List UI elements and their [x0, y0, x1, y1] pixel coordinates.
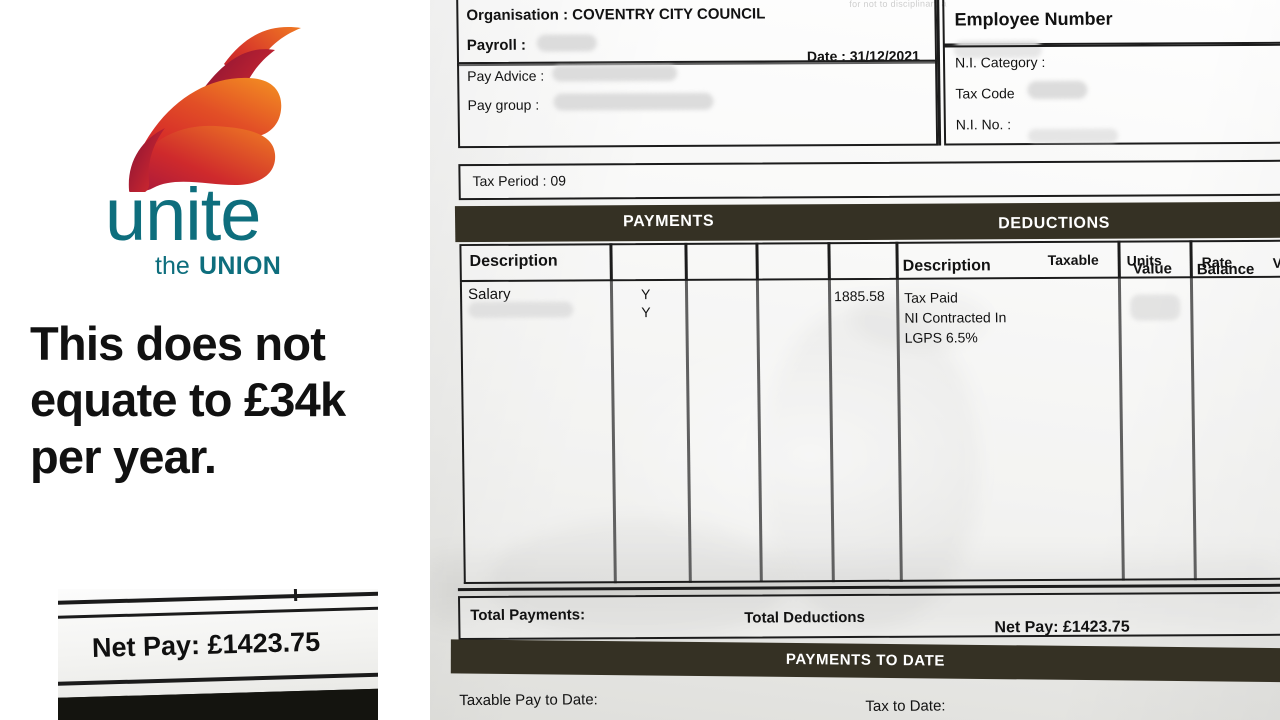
payroll-value-redacted — [536, 34, 597, 52]
unite-the-union-logo: unite the UNION — [103, 22, 333, 282]
tax-period-label: Tax Period : — [472, 172, 551, 190]
deduction-row-1-description: Tax Paid — [904, 289, 958, 306]
total-deductions-label: Total Deductions — [744, 608, 865, 627]
net-pay-closeup-image: Net Pay: £1423.75 — [58, 589, 378, 720]
the-union-wordmark: the UNION — [155, 252, 281, 280]
payroll-label: Payroll : — [466, 36, 527, 55]
net-pay-value: £1423.75 — [1062, 618, 1130, 636]
organisation-label-text: Organisation : — [466, 6, 573, 25]
payslip-content: for not to disciplinary a Organisation :… — [430, 0, 1280, 720]
organisation-label: Organisation : COVENTRY CITY COUNCIL — [466, 5, 765, 24]
headline-line-3: per year. — [30, 429, 217, 483]
organisation-value: COVENTRY CITY COUNCIL — [572, 5, 766, 24]
employee-number-label: Employee Number — [954, 8, 1113, 30]
tax-period-value: 09 — [550, 172, 567, 189]
headline-line-1: This does not — [30, 317, 326, 370]
headline-text: This does not equate to £34k per year. — [30, 316, 420, 485]
left-graphic-panel: unite the UNION This does not equate to … — [0, 0, 430, 720]
pay-advice-value-redacted — [552, 64, 678, 82]
payments-col-description: Description — [469, 252, 558, 271]
taxable-pay-to-date-label: Taxable Pay to Date: — [459, 691, 598, 710]
payments-col-value: Value — [1272, 254, 1280, 271]
pay-group-value-redacted — [553, 92, 714, 111]
totals-row-top-rule — [457, 583, 1280, 591]
deduction-row-3-description: LGPS 6.5% — [904, 329, 978, 346]
payment-row-taxable-2: Y — [641, 304, 651, 321]
unite-wordmark: unite — [105, 182, 261, 254]
ni-no-value-redacted — [1027, 128, 1119, 144]
payment-row-value: 1885.58 — [833, 287, 885, 305]
svg-text:unite: unite — [105, 182, 260, 254]
deductions-col-description: Description — [902, 257, 991, 275]
payment-row-description-redacted — [468, 301, 574, 319]
inset-column-tick — [293, 589, 298, 602]
svg-text:the: the — [155, 252, 190, 280]
deduction-values-redacted — [1130, 294, 1181, 321]
headline-line-2: equate to £34k — [30, 373, 346, 427]
payments-to-date-title: PAYMENTS TO DATE — [785, 650, 945, 670]
tax-code-value-redacted — [1027, 80, 1088, 100]
tax-code-label: Tax Code — [955, 85, 1015, 102]
deductions-section-title: DEDUCTIONS — [998, 214, 1111, 233]
payment-row-taxable-1: Y — [640, 286, 651, 303]
ni-category-label: N.I. Category : — [954, 54, 1046, 71]
payment-row-description: Salary — [467, 285, 511, 304]
deductions-col-value: Value — [1132, 260, 1173, 278]
deduction-row-2-description: NI Contracted In — [904, 309, 1007, 326]
net-pay-summary: Net Pay: £1423.75 — [994, 619, 1129, 638]
pay-group-label-text: Pay group : — [467, 96, 540, 114]
pay-group-label: Pay group : — [467, 97, 539, 113]
table-body — [459, 277, 1280, 585]
tax-period-field: Tax Period : 09 — [472, 173, 566, 189]
tax-period-box — [458, 159, 1280, 201]
payments-to-date-bar: PAYMENTS TO DATE — [450, 639, 1280, 683]
payslip-photograph: for not to disciplinary a Organisation :… — [430, 0, 1280, 720]
payments-col-taxable: Taxable — [1047, 251, 1099, 268]
ni-no-label: N.I. No. : — [955, 116, 1012, 133]
tax-to-date-label: Tax to Date: — [865, 697, 946, 715]
payments-section-title: PAYMENTS — [623, 212, 715, 231]
net-pay-label: Net Pay: — [994, 618, 1064, 637]
deductions-col-balance: Balance — [1196, 260, 1255, 279]
svg-text:UNION: UNION — [199, 252, 281, 280]
unite-flame-icon — [128, 27, 301, 192]
pay-advice-label: Pay Advice : — [467, 67, 545, 85]
total-payments-label: Total Payments: — [470, 606, 586, 625]
payments-deductions-header-bar: PAYMENTS DEDUCTIONS — [454, 201, 1280, 243]
